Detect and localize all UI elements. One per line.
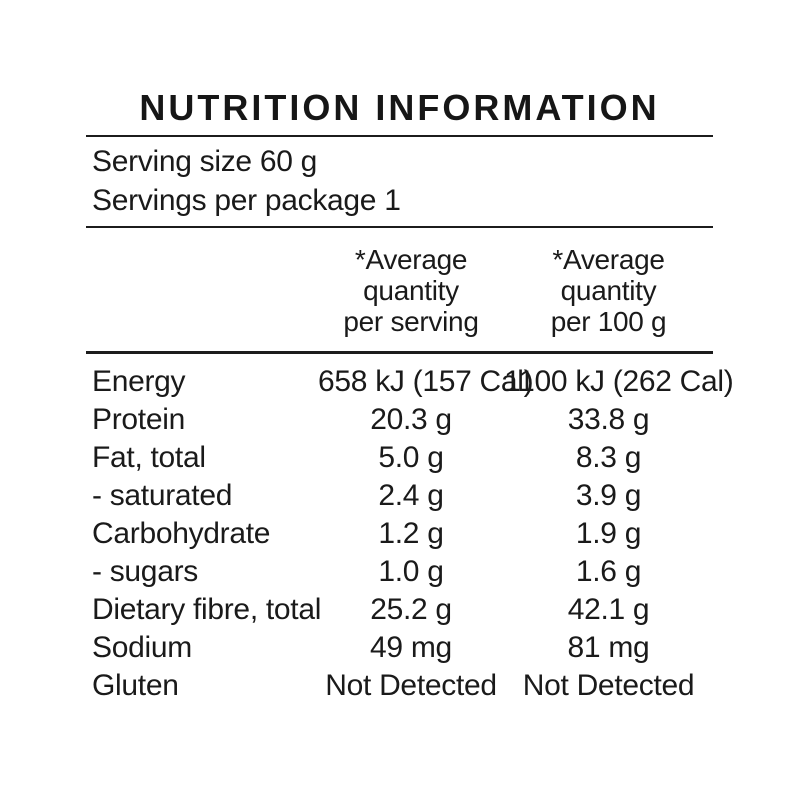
value-per-100g: 3.9 g [575,479,642,512]
table-row: Carbohydrate 1.2 g 1.9 g [86,515,713,553]
table-row: Protein 20.3 g 33.8 g [86,401,713,439]
value-per-100g: 33.8 g [567,403,650,436]
value-per-serving: 5.0 g [378,441,444,474]
value-per-100g: 1.9 g [575,517,642,550]
serving-size-line: Serving size 60 g [92,145,318,178]
row-label: Gluten [92,669,179,702]
column-header-per-serving: *Average quantity per serving [318,228,504,354]
table-row: Energy 658 kJ (157 Cal) 1100 kJ (262 Cal… [86,353,734,402]
value-per-100g: 1.6 g [575,555,642,588]
row-label: Energy [92,365,186,398]
nutrition-table: *Average quantity per serving *Average q… [86,228,734,705]
header-row: *Average quantity per serving *Average q… [86,228,713,354]
value-per-serving: 25.2 g [370,593,452,626]
row-label: Protein [92,403,185,436]
value-per-100g: 8.3 g [575,441,642,474]
value-per-serving: Not Detected [325,669,497,702]
servings-per-package-line: Servings per package 1 [92,184,401,217]
title-divider [86,135,713,137]
nutrition-panel: NUTRITION INFORMATION Serving size 60 g … [86,87,734,705]
table-row: - sugars 1.0 g 1.6 g [86,553,713,591]
value-per-serving: 1.2 g [378,517,444,550]
table-row: Gluten Not Detected Not Detected [86,667,713,705]
column-header-per-100g: *Average quantity per 100 g [504,228,713,354]
value-per-100g: Not Detected [522,669,695,702]
value-per-serving: 20.3 g [370,403,452,436]
row-label: Dietary fibre, total [92,593,322,626]
table-row: Fat, total 5.0 g 8.3 g [86,439,713,477]
header-spacer [86,228,318,354]
serving-info: Serving size 60 g Servings per package 1 [86,137,713,226]
value-per-serving: 1.0 g [378,555,444,588]
table-row: Sodium 49 mg 81 mg [86,629,713,667]
value-per-serving: 658 kJ (157 Cal) [318,365,534,398]
row-label: Carbohydrate [92,517,271,550]
value-per-100g: 1100 kJ (262 Cal) [504,365,734,398]
serving-divider [86,226,713,228]
value-per-serving: 49 mg [370,631,452,664]
row-label: - saturated [92,479,233,512]
table-row: Dietary fibre, total 25.2 g 42.1 g [86,591,713,629]
value-per-100g: 42.1 g [567,593,650,626]
row-label: Sodium [92,631,192,664]
table-row: - saturated 2.4 g 3.9 g [86,477,713,515]
value-per-100g: 81 mg [567,631,650,664]
page-title: NUTRITION INFORMATION [139,87,660,128]
row-label: - sugars [92,555,198,588]
row-label: Fat, total [92,441,206,474]
value-per-serving: 2.4 g [378,479,444,512]
